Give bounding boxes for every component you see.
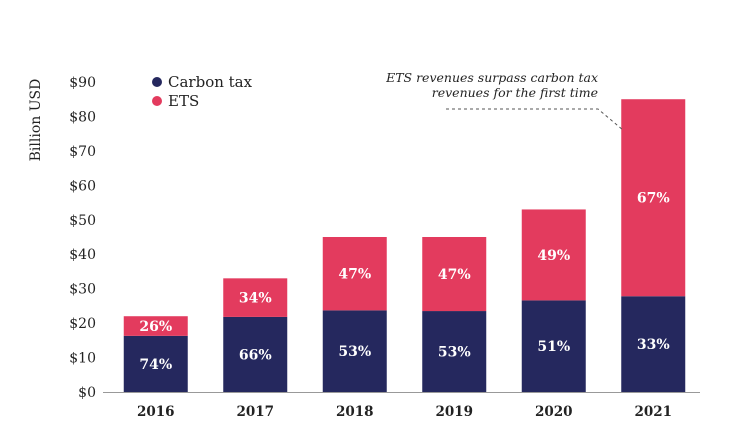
bar-value-label: 74%	[139, 357, 172, 373]
x-tick-label: 2016	[137, 404, 175, 420]
bar-value-label: 53%	[338, 344, 371, 360]
y-tick-label: $0	[78, 385, 96, 401]
bar-segment	[123, 316, 188, 336]
legend-swatch	[152, 96, 162, 106]
bar-segment	[621, 296, 686, 392]
bar-value-label: 67%	[637, 191, 670, 207]
bar-value-label: 51%	[537, 339, 570, 355]
y-tick-label: $80	[69, 109, 96, 125]
annotation: ETS revenues surpass carbon taxrevenues …	[385, 70, 624, 131]
x-axis-labels: 2016 2017 2018 2019 2020 2021	[137, 404, 672, 420]
bar-value-label: 53%	[438, 345, 471, 361]
x-tick-label: 2021	[634, 404, 672, 420]
y-axis-title: Billion USD	[28, 79, 44, 162]
bar-segment	[223, 278, 288, 317]
bar-value-label: 34%	[239, 291, 272, 307]
bar-value-label: 49%	[537, 248, 570, 264]
annotation-leader-line	[446, 108, 624, 131]
bar-segment	[422, 311, 487, 392]
bar-segment	[621, 99, 686, 297]
y-tick-label: $50	[69, 213, 96, 229]
bars: 74% 26% 66% 34% 53% 47% 53% 47% 51% 49% 33% 67%	[123, 99, 686, 392]
bar-value-label: 47%	[338, 267, 371, 283]
legend-label: Carbon tax	[168, 73, 253, 91]
bar-segment	[223, 316, 288, 392]
y-tick-label: $90	[69, 75, 96, 91]
y-axis-ticks: $0 $10 $20 $30 $40 $50 $60 $70 $80 $90	[69, 75, 96, 401]
y-tick-label: $70	[69, 144, 96, 160]
bar-segment	[322, 237, 387, 311]
y-tick-label: $60	[69, 178, 96, 194]
y-tick-label: $40	[69, 247, 96, 263]
bar-segment	[422, 237, 487, 312]
legend-swatch	[152, 77, 162, 87]
x-tick-label: 2017	[236, 404, 274, 420]
y-tick-label: $20	[69, 316, 96, 332]
legend-label: ETS	[168, 92, 199, 110]
y-axis-title-text: Billion USD	[28, 79, 44, 162]
bar-segment	[521, 209, 586, 301]
bar-segment	[123, 335, 188, 392]
bar-segment	[322, 310, 387, 392]
x-tick-label: 2018	[336, 404, 374, 420]
bar-segment	[521, 300, 586, 392]
x-tick-label: 2019	[435, 404, 473, 420]
x-tick-label: 2020	[535, 404, 573, 420]
annotation-text-line: ETS revenues surpass carbon tax	[385, 70, 598, 85]
annotation-text-line: revenues for the first time	[432, 85, 598, 100]
y-tick-label: $10	[69, 351, 96, 367]
bar-value-label: 26%	[139, 319, 172, 335]
y-tick-label: $30	[69, 282, 96, 298]
bar-value-label: 47%	[438, 267, 471, 283]
bar-value-label: 33%	[637, 337, 670, 353]
bar-value-label: 66%	[239, 347, 272, 363]
